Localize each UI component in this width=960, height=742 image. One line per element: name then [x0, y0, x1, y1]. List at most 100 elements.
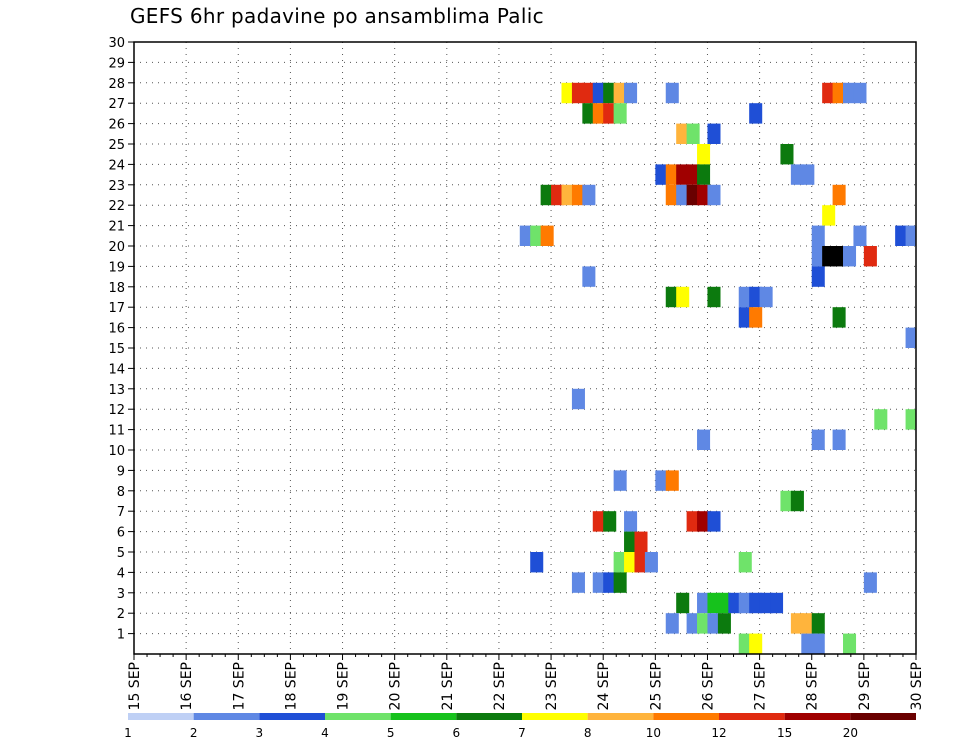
y-tick-label: 12 — [108, 403, 125, 418]
heatmap-cell — [686, 164, 700, 185]
x-tick-label: 15 SEP — [127, 662, 143, 710]
heatmap-cell — [551, 184, 565, 206]
colorbar-segment — [719, 713, 785, 720]
colorbar-label: 6 — [453, 726, 461, 740]
colorbar-segment — [850, 713, 916, 720]
heatmap-cell — [853, 225, 867, 246]
x-tick-label: 21 SEP — [440, 662, 456, 710]
y-tick-label: 2 — [117, 607, 125, 622]
heatmap-cell — [676, 592, 690, 614]
heatmap-cell — [613, 572, 627, 593]
heatmap-cell — [686, 613, 700, 634]
heatmap-cell — [613, 552, 627, 573]
heatmap-cell — [811, 633, 825, 654]
heatmap-cell — [634, 531, 648, 552]
y-tick-label: 24 — [108, 158, 125, 173]
heatmap-cell — [874, 409, 888, 430]
heatmap-cell — [665, 286, 679, 308]
y-tick-label: 20 — [108, 240, 125, 255]
heatmap-cell — [832, 184, 846, 206]
heatmap-cell — [780, 490, 794, 512]
heatmap-cell — [895, 225, 909, 246]
y-tick-label: 11 — [108, 424, 125, 439]
heatmap-cell — [613, 82, 627, 104]
heatmap-cell — [665, 184, 679, 206]
heatmap-cell — [676, 164, 690, 185]
x-tick-label: 26 SEP — [700, 662, 716, 710]
heatmap-cell — [811, 246, 825, 267]
x-tick-label: 17 SEP — [231, 662, 247, 710]
heatmap-cell — [843, 633, 857, 654]
colorbar-segment — [653, 713, 719, 720]
x-tick-label: 28 SEP — [805, 662, 821, 710]
heatmap-cell — [571, 572, 585, 593]
colorbar-label: 3 — [256, 726, 264, 740]
heatmap-cell — [592, 572, 606, 593]
y-tick-label: 16 — [108, 322, 125, 337]
heatmap-cell — [707, 592, 721, 614]
colorbar-label: 12 — [711, 726, 726, 740]
heatmap-cell — [530, 552, 544, 573]
heatmap-cell — [676, 123, 690, 144]
heatmap-cell — [811, 613, 825, 634]
heatmap-cell — [592, 103, 606, 124]
y-tick-label: 15 — [108, 342, 125, 357]
y-tick-label: 25 — [108, 138, 125, 153]
heatmap-cell — [905, 225, 916, 246]
colorbar-segment — [587, 713, 654, 720]
heatmap-cell — [582, 82, 596, 104]
heatmap-cell — [749, 633, 763, 654]
x-tick-label: 18 SEP — [283, 662, 299, 710]
heatmap-cell — [697, 613, 711, 634]
y-tick-label: 4 — [117, 566, 125, 581]
heatmap-cell — [697, 429, 711, 450]
heatmap-cell — [749, 592, 763, 614]
heatmap-cell — [770, 592, 784, 614]
heatmap-cell — [665, 613, 679, 634]
heatmap-cell — [717, 592, 731, 614]
x-tick-label: 25 SEP — [648, 662, 664, 710]
heatmap-cell — [811, 225, 825, 246]
heatmap-cell — [759, 286, 773, 308]
heatmap-cell — [801, 633, 815, 654]
heatmap-cell — [863, 572, 877, 593]
heatmap-cell — [843, 246, 857, 267]
heatmap-cell — [759, 592, 773, 614]
heatmap-cell — [530, 225, 544, 246]
heatmap-cell — [676, 286, 690, 308]
y-tick-label: 23 — [108, 179, 125, 194]
heatmap-cell — [644, 552, 658, 573]
heatmap-cell — [697, 164, 711, 185]
chart-title: GEFS 6hr padavine po ansamblima Palic — [130, 4, 544, 28]
heatmap-cell — [822, 246, 836, 267]
colorbar-label: 7 — [518, 726, 526, 740]
heatmap-cell — [843, 82, 857, 104]
x-axis: 15 SEP 16 SEP 17 SEP 18 SEP 19 SEP 20 SEP 21 S… — [127, 654, 925, 710]
heatmap-cell — [592, 511, 606, 532]
y-tick-label: 30 — [108, 36, 125, 51]
heatmap-cell — [697, 184, 711, 206]
y-tick-label: 19 — [108, 260, 125, 275]
y-tick-label: 22 — [108, 199, 125, 214]
y-tick-label: 14 — [108, 362, 125, 377]
x-tick-label: 16 SEP — [179, 662, 195, 710]
heatmap-cell — [707, 511, 721, 532]
grid-lines — [134, 42, 916, 654]
heatmap-cell — [801, 613, 815, 634]
heatmap-cell — [707, 184, 721, 206]
heatmap-cell — [655, 164, 669, 185]
heatmap-cell — [905, 409, 916, 430]
heatmap-cell — [624, 531, 638, 552]
heatmap-cell — [624, 82, 638, 104]
heatmap-cell — [540, 225, 554, 246]
heatmap-cell — [832, 429, 846, 450]
heatmap-cell — [665, 470, 679, 491]
heatmap-cell — [603, 103, 617, 124]
x-tick-label: 29 SEP — [857, 662, 873, 710]
colorbar-label: 15 — [777, 726, 792, 740]
colorbar: 1 2 3 4 5 6 7 8 10 12 15 20 — [124, 713, 916, 740]
heatmap-cell — [738, 592, 752, 614]
heatmap-cell — [738, 286, 752, 308]
heatmap-cell — [665, 164, 679, 185]
